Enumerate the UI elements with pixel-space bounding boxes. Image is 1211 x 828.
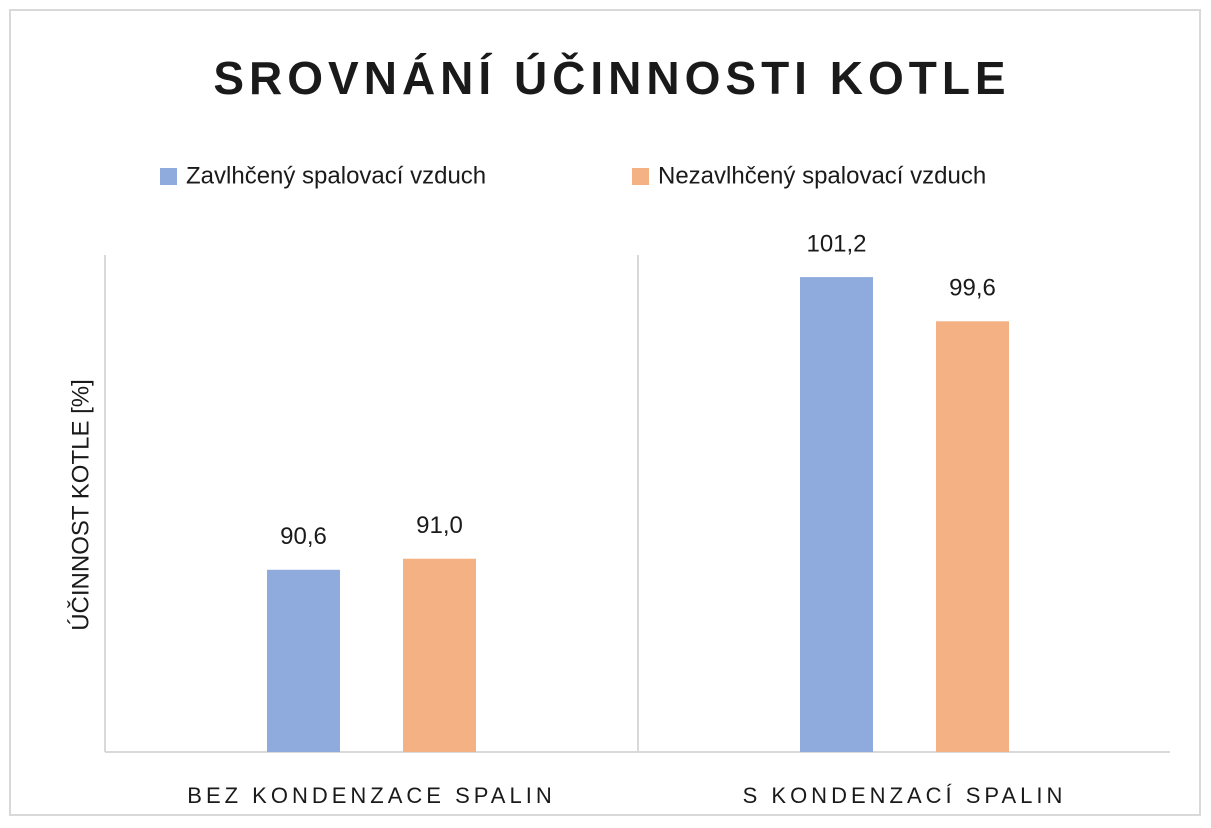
bar bbox=[800, 277, 873, 752]
x-tick-label: S KONDENZACÍ SPALIN bbox=[743, 783, 1067, 808]
data-label: 101,2 bbox=[806, 230, 866, 257]
data-label: 90,6 bbox=[280, 523, 327, 550]
bar bbox=[403, 558, 476, 752]
data-label: 99,6 bbox=[949, 275, 996, 302]
bar bbox=[267, 569, 340, 752]
x-tick-label: BEZ KONDENZACE SPALIN bbox=[187, 783, 555, 808]
data-label: 91,0 bbox=[416, 512, 463, 539]
legend-swatch bbox=[160, 168, 177, 185]
y-axis-label: ÚČINNOST KOTLE [%] bbox=[66, 379, 94, 631]
chart-title: SROVNÁNÍ ÚČINNOSTI KOTLE bbox=[213, 52, 1010, 104]
bar bbox=[936, 321, 1009, 752]
legend-label: Zavlhčený spalovací vzduch bbox=[186, 162, 486, 189]
legend-swatch bbox=[632, 168, 649, 185]
chart-border bbox=[9, 9, 1201, 816]
legend-label: Nezavlhčený spalovací vzduch bbox=[658, 162, 986, 189]
